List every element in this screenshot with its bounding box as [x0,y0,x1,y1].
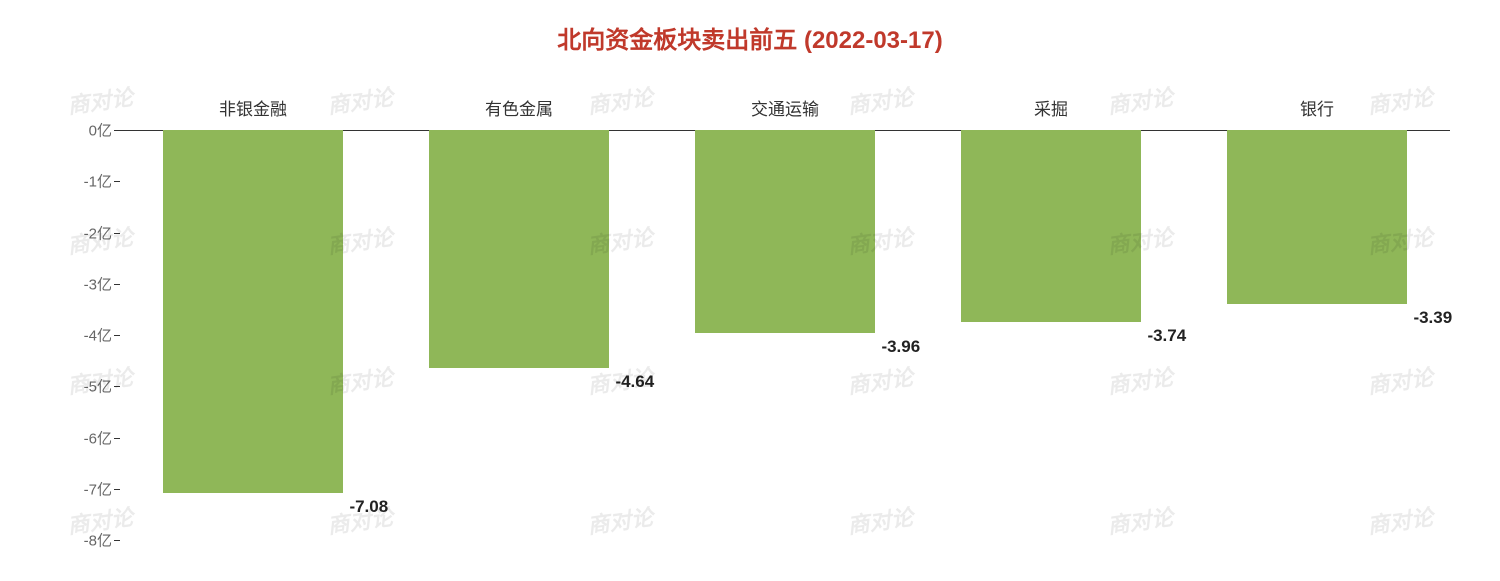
y-tick-mark [114,181,120,182]
value-label: -3.39 [1413,308,1452,328]
category-label: 有色金属 [485,95,553,120]
y-tick-label: -3亿 [84,273,112,294]
bar-rect [429,130,610,368]
y-tick-mark [114,438,120,439]
y-tick-label: -6亿 [84,427,112,448]
bar [163,130,344,540]
y-tick-mark [114,284,120,285]
bar [429,130,610,540]
watermark-text: 商对论 [585,80,655,121]
y-tick-mark [114,489,120,490]
plot-area: 0亿-1亿-2亿-3亿-4亿-5亿-6亿-7亿-8亿非银金融-7.08有色金属-… [120,130,1450,540]
chart-title: 北向资金板块卖出前五 (2022-03-17) [0,20,1500,55]
y-tick-label: 0亿 [89,120,112,141]
y-tick-label: -8亿 [84,530,112,551]
watermark-text: 商对论 [65,80,135,121]
bar-rect [163,130,344,493]
category-label: 非银金融 [219,95,287,120]
watermark-text: 商对论 [1105,80,1175,121]
y-tick-label: -5亿 [84,376,112,397]
y-tick-label: -7亿 [84,478,112,499]
bar-rect [961,130,1142,322]
value-label: -7.08 [349,497,388,517]
chart-container: 北向资金板块卖出前五 (2022-03-17) 0亿-1亿-2亿-3亿-4亿-5… [0,0,1500,581]
bar-rect [695,130,876,333]
category-label: 交通运输 [751,95,819,120]
value-label: -4.64 [615,372,654,392]
bar [961,130,1142,540]
value-label: -3.74 [1147,326,1186,346]
watermark-text: 商对论 [845,80,915,121]
y-tick-label: -4亿 [84,325,112,346]
category-label: 采掘 [1034,95,1068,120]
bar [1227,130,1408,540]
y-tick-label: -2亿 [84,222,112,243]
category-label: 银行 [1300,95,1334,120]
y-tick-label: -1亿 [84,171,112,192]
y-tick-mark [114,540,120,541]
y-tick-mark [114,233,120,234]
bar-rect [1227,130,1408,304]
value-label: -3.96 [881,337,920,357]
watermark-text: 商对论 [1365,80,1435,121]
watermark-text: 商对论 [325,80,395,121]
y-tick-mark [114,335,120,336]
y-tick-mark [114,386,120,387]
bar [695,130,876,540]
y-tick-mark [114,130,120,131]
